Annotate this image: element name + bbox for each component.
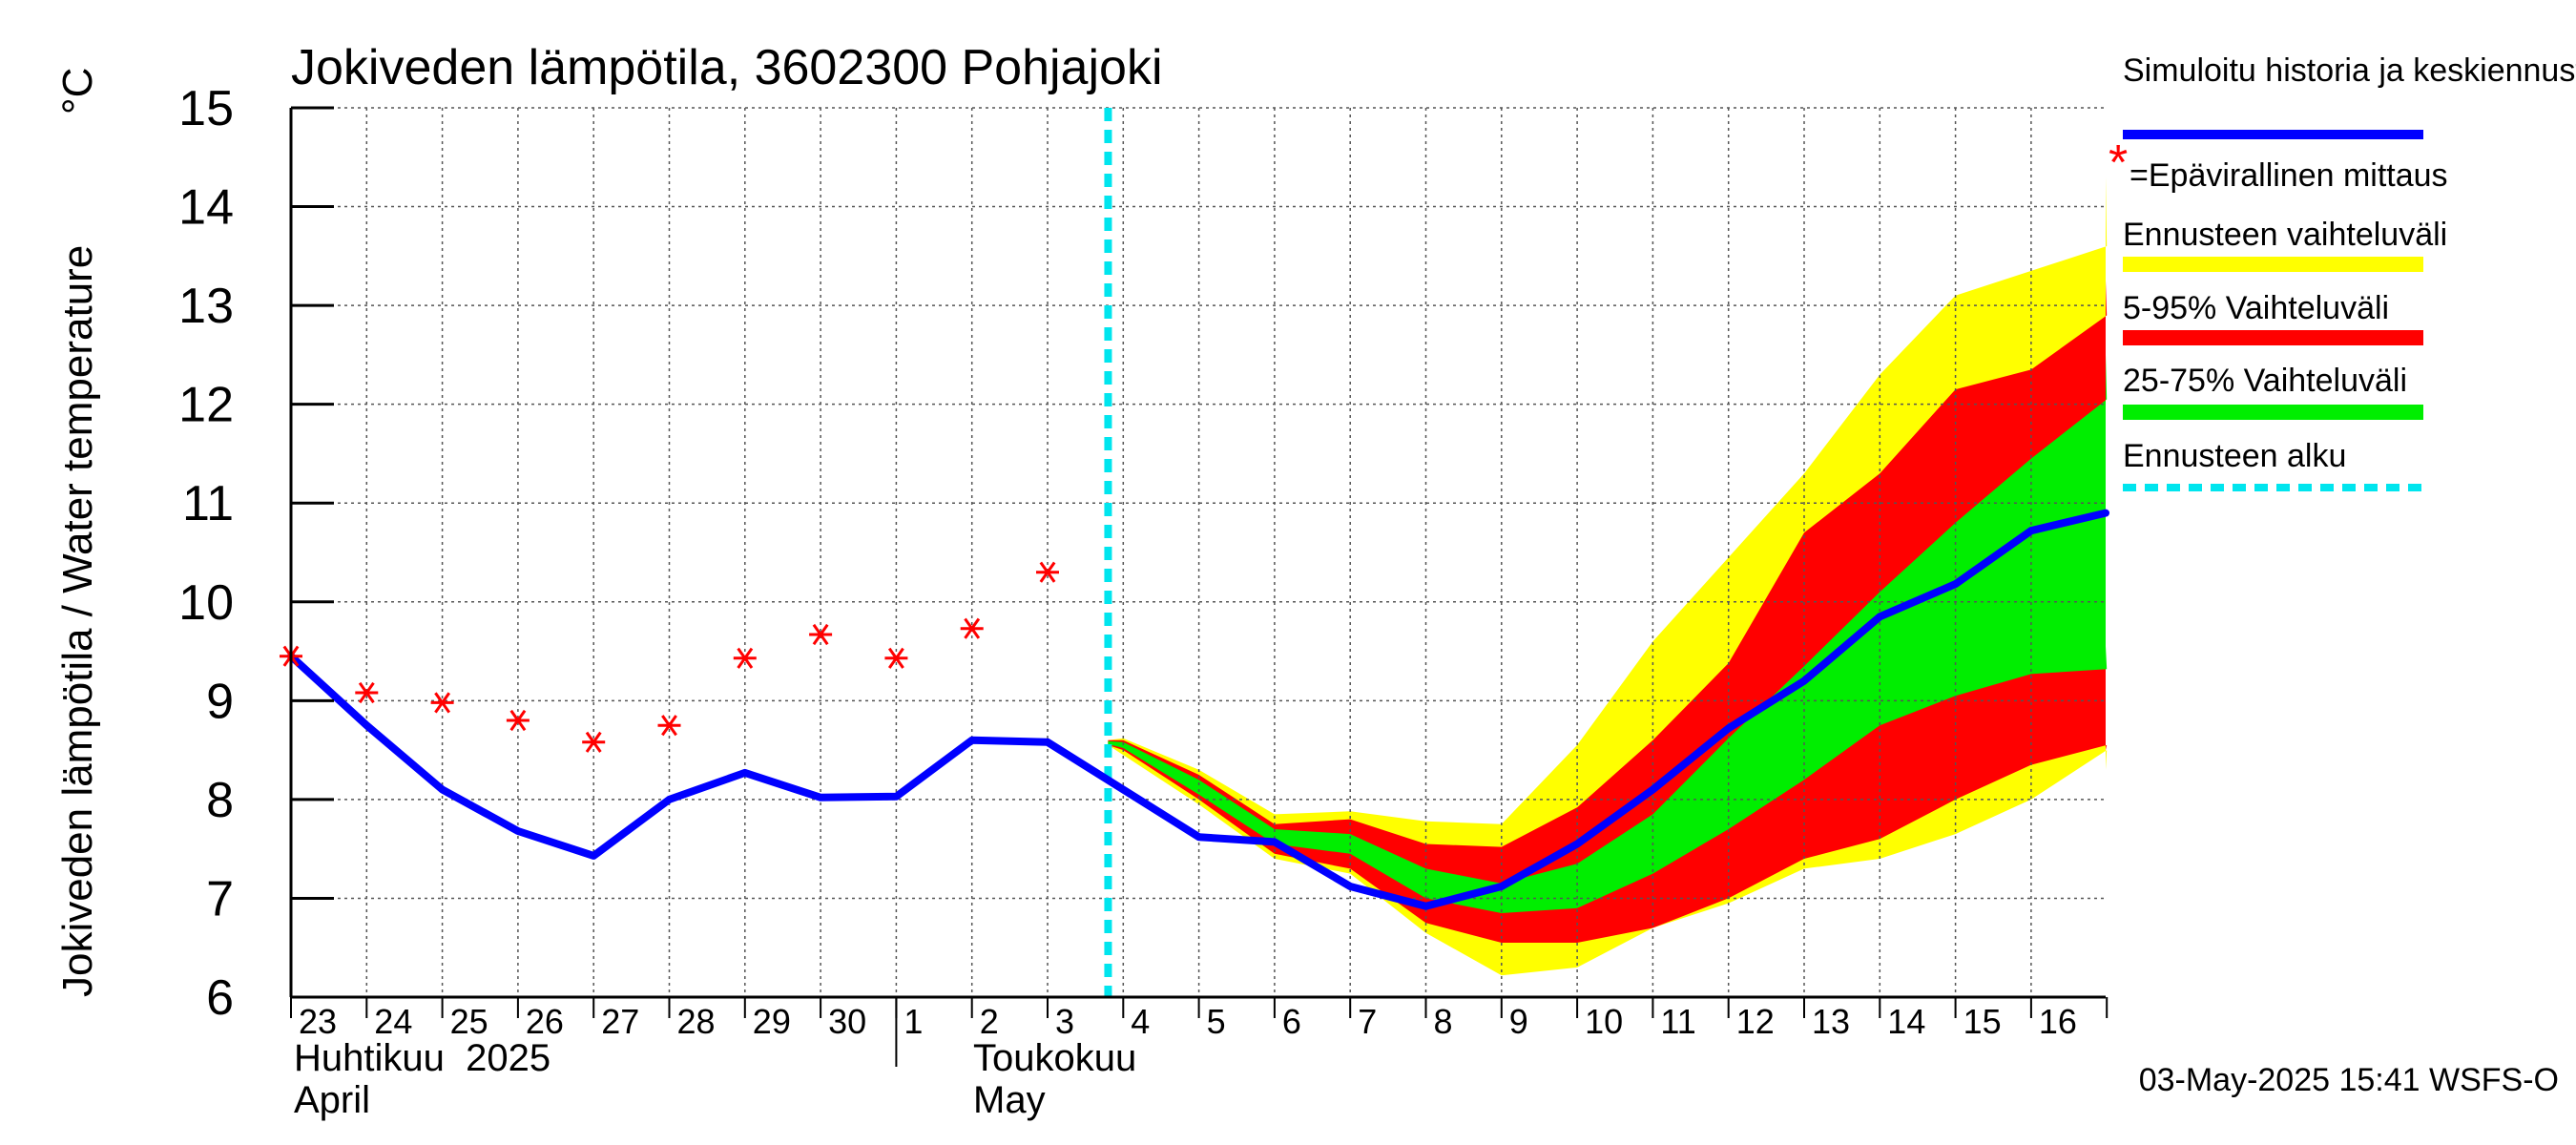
legend-forecast-range-label: Ennusteen vaihteluväli — [2123, 217, 2447, 253]
measurement-stroke — [358, 681, 375, 704]
measurement-stroke — [661, 715, 677, 737]
month-label-may-en: May — [973, 1079, 1046, 1121]
x-tick-label: 3 — [1055, 1002, 1074, 1041]
measurement-stroke — [434, 692, 451, 714]
x-tick-label: 16 — [2039, 1002, 2077, 1041]
legend-forecast-start-label: Ennusteen alku — [2123, 438, 2346, 474]
x-tick-label: 13 — [1812, 1002, 1850, 1041]
axes — [289, 106, 2109, 1067]
y-axis-unit: °C — [54, 68, 101, 114]
x-tick-label: 10 — [1585, 1002, 1623, 1041]
measurement-point — [809, 623, 833, 646]
legend: Simuloitu historia ja keskiennuste * =Ep… — [2109, 52, 2576, 491]
footer-timestamp: 03-May-2025 15:41 WSFS-O — [2139, 1062, 2559, 1098]
grid — [291, 107, 2106, 997]
measurement-point — [355, 681, 379, 704]
y-tick-label: 6 — [206, 970, 234, 1026]
band-25-75 — [1108, 354, 2108, 913]
chart-title: Jokiveden lämpötila, 3602300 Pohjajoki — [291, 40, 1163, 95]
x-tick-label: 15 — [1963, 1002, 2002, 1041]
x-tick-label: 6 — [1282, 1002, 1301, 1041]
band-5-95 — [1108, 281, 2108, 943]
y-tick-label: 13 — [178, 279, 234, 334]
legend-simulated-text: Simuloitu historia ja keskiennuste — [2123, 52, 2576, 89]
y-tick-label: 8 — [206, 773, 234, 828]
x-tick-label: 5 — [1207, 1002, 1226, 1041]
legend-measurement-label: =Epävirallinen mittaus — [2129, 157, 2448, 194]
measurement-stroke — [509, 709, 527, 732]
x-tick-label: 25 — [450, 1002, 488, 1041]
y-tick-label: 10 — [178, 575, 234, 631]
x-tick-label: 14 — [1887, 1002, 1925, 1041]
x-tick-label: 23 — [299, 1002, 337, 1041]
x-tick-label: 26 — [526, 1002, 564, 1041]
month-label-april-fi: Huhtikuu 2025 — [294, 1037, 551, 1079]
x-tick-label: 1 — [904, 1002, 923, 1041]
x-tick-label: 8 — [1434, 1002, 1453, 1041]
measurement-point — [506, 709, 530, 732]
x-tick-label: 9 — [1509, 1002, 1528, 1041]
y-tick-label: 9 — [206, 674, 234, 729]
measurement-point — [430, 692, 454, 714]
x-tick-label: 4 — [1131, 1002, 1150, 1041]
measurement-point — [960, 617, 984, 639]
x-tick-label: 28 — [677, 1002, 716, 1041]
x-tick-label: 12 — [1736, 1002, 1775, 1041]
y-tick-labels: 6 7 8 9 10 11 12 13 14 15 — [178, 81, 234, 1026]
measurement-stroke — [887, 647, 904, 669]
measurement-point — [657, 715, 681, 737]
x-tick-labels: 23 24 25 26 27 28 29 30 1 2 3 4 5 6 7 8 9 10 11 12 13 14 15 16 — [299, 1002, 2077, 1041]
y-tick-label: 14 — [178, 180, 234, 236]
measurement-stroke — [812, 623, 829, 646]
simulated-series-line — [287, 509, 2109, 910]
y-tick-label: 7 — [206, 871, 234, 926]
forecast-bands — [1108, 177, 2108, 976]
measurement-point — [884, 647, 908, 669]
legend-5-95-label: 5-95% Vaihteluväli — [2123, 290, 2389, 326]
month-label-may-fi: Toukokuu — [973, 1037, 1136, 1079]
measurement-point — [733, 647, 757, 669]
x-tick-label: 29 — [753, 1002, 791, 1041]
x-tick-label: 24 — [374, 1002, 412, 1041]
measurement-stroke — [964, 617, 981, 639]
measurement-stroke — [1039, 561, 1056, 583]
measurement-point — [1036, 561, 1059, 583]
month-label-april-en: April — [294, 1079, 370, 1121]
measurement-stroke — [585, 731, 602, 753]
legend-25-75-label: 25-75% Vaihteluväli — [2123, 363, 2407, 399]
x-tick-label: 2 — [980, 1002, 999, 1041]
y-tick-label: 12 — [178, 378, 234, 433]
x-tick-label: 30 — [828, 1002, 866, 1041]
measurement-stroke — [737, 647, 754, 669]
y-axis-label: Jokiveden lämpötila / Water temperature — [54, 245, 101, 997]
x-tick-label: 7 — [1358, 1002, 1377, 1041]
x-tick-label: 11 — [1660, 1002, 1695, 1041]
legend-simulated-label: Simuloitu historia ja keskiennuste — [2123, 52, 2576, 89]
y-tick-label: 11 — [182, 476, 234, 531]
measurement-point — [582, 731, 606, 753]
legend-measurement-marker: * — [2109, 135, 2128, 191]
x-tick-label: 27 — [601, 1002, 639, 1041]
y-tick-label: 15 — [178, 81, 234, 136]
